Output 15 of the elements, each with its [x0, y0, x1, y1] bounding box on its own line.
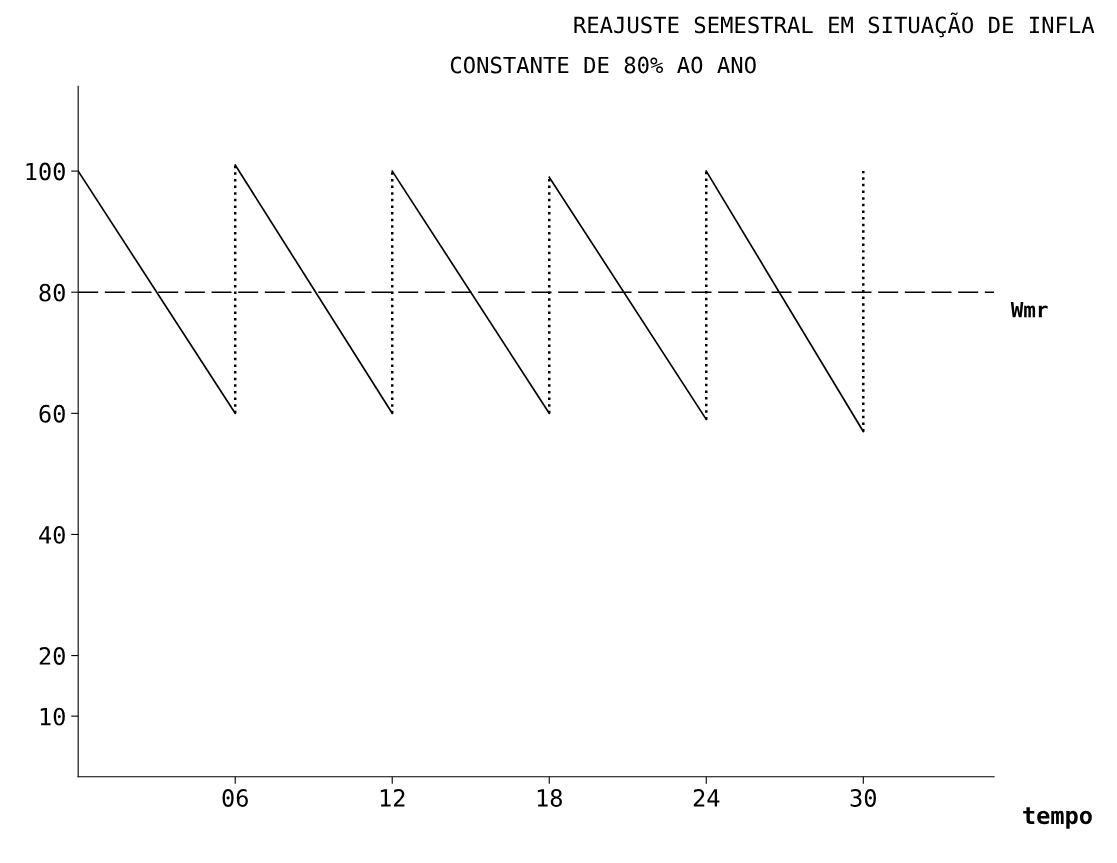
ref-line-label: Wmr — [1010, 302, 1048, 318]
x-tick-label: 24 — [693, 789, 720, 807]
y-tick-label: 10 — [40, 707, 65, 726]
chart-title: REAJUSTE SEMESTRAL EM SITUAÇÃO DE INFLA — [574, 12, 1095, 38]
y-tick-label: 60 — [39, 404, 65, 423]
x-tick-label: 18 — [537, 789, 562, 807]
y-tick-label: 100 — [26, 162, 65, 181]
y-tick-label: 20 — [39, 647, 65, 665]
y-tick-label: 80 — [39, 283, 65, 302]
x-tick-label: 12 — [380, 789, 405, 807]
x-tick-label: 06 — [222, 789, 248, 807]
x-tick-label: 30 — [850, 789, 876, 807]
x-axis-title: tempo — [1023, 807, 1092, 829]
y-tick-label: 40 — [39, 525, 65, 544]
chart-subtitle: CONSTANTE DE 80% AO ANO — [450, 56, 756, 74]
